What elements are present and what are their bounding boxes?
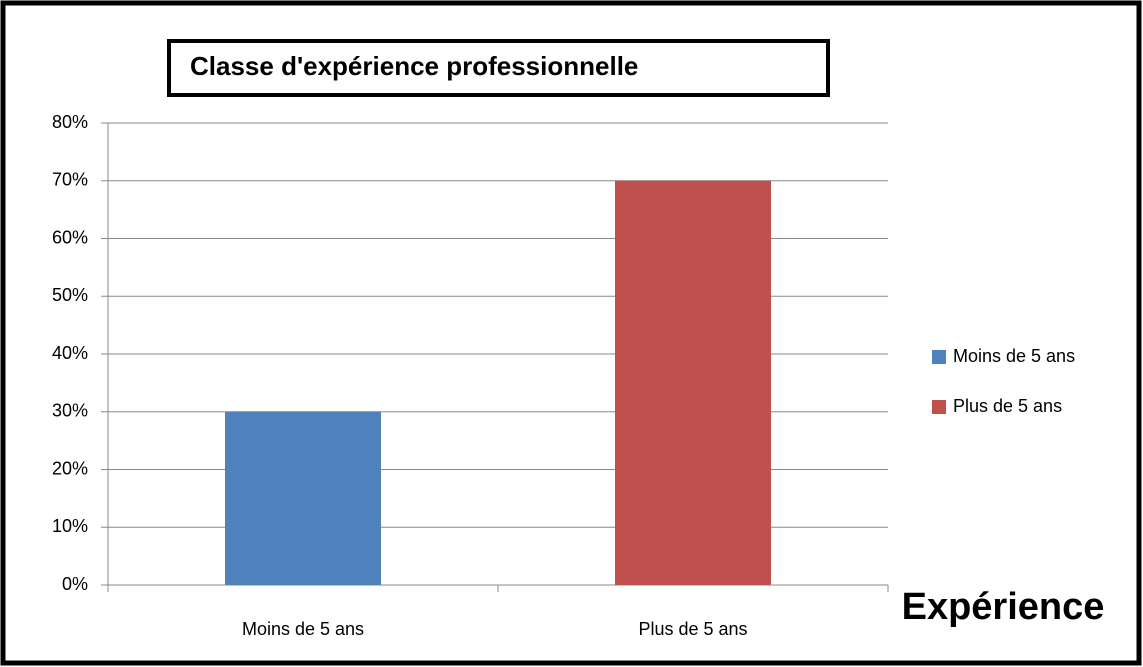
y-tick-label: 20% [52, 458, 88, 478]
y-tick-label: 10% [52, 516, 88, 536]
legend-swatch [932, 400, 946, 414]
y-tick-label: 0% [62, 574, 88, 594]
y-tick-label: 60% [52, 227, 88, 247]
y-tick-label: 70% [52, 170, 88, 190]
legend-label: Plus de 5 ans [953, 396, 1062, 416]
x-tick-label: Plus de 5 ans [638, 619, 747, 639]
bar [615, 180, 771, 585]
x-tick-label: Moins de 5 ans [242, 619, 364, 639]
title-box [167, 39, 830, 97]
x-axis-label: Expérience [902, 586, 1105, 628]
y-tick-label: 30% [52, 401, 88, 421]
y-tick-label: 40% [52, 343, 88, 363]
legend-swatch [932, 350, 946, 364]
y-tick-label: 80% [52, 112, 88, 132]
y-tick-label: 50% [52, 285, 88, 305]
chart-title: Classe d'expérience professionnelle [190, 51, 638, 81]
legend-label: Moins de 5 ans [953, 346, 1075, 366]
bar [225, 411, 381, 585]
